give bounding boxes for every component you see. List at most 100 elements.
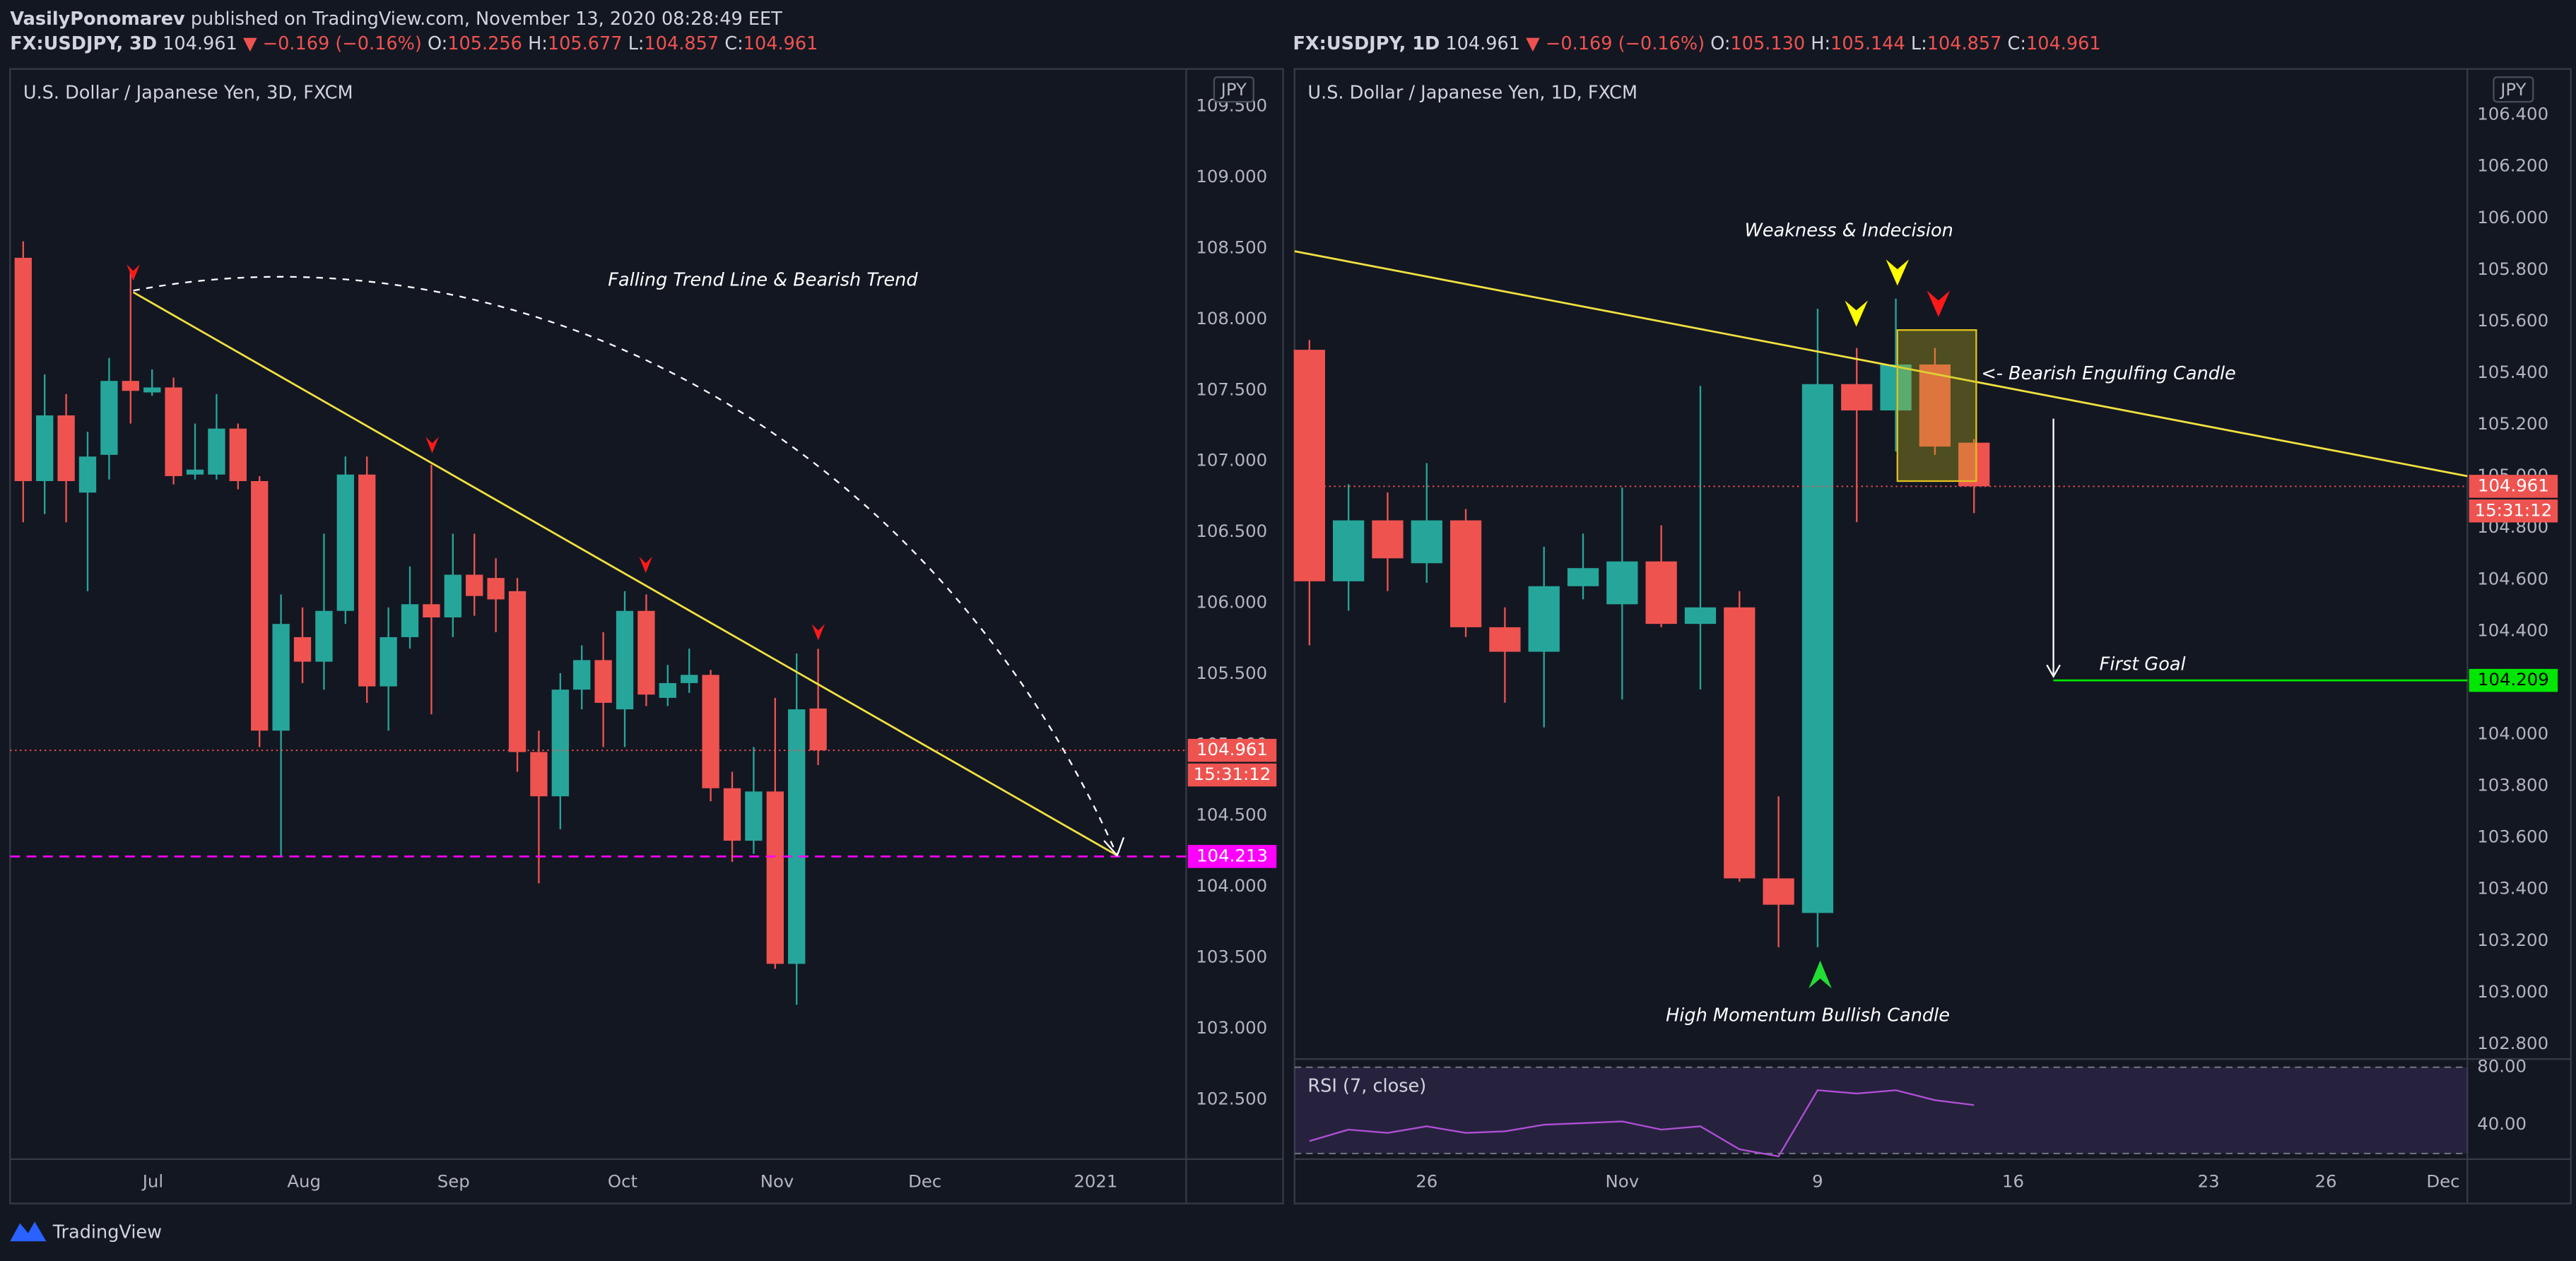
right-panel [1293,68,2572,1204]
engulfing-box [1896,329,1977,483]
currency: JPY [2499,79,2526,100]
candle-body [251,480,269,731]
arrow-head [1103,836,1125,858]
candle-body [723,788,741,841]
rsi-title: RSI (7, close) [1307,1076,1426,1097]
header-text: published on TradingView.com, November 1… [191,8,782,30]
last: 104.961 [163,33,237,54]
price-tag [1187,738,1277,762]
y-tick-label: 104.500 [1196,805,1267,825]
y-tick-label: 106.000 [2477,207,2548,227]
marks: 102.500103.000103.500104.000104.500105.0… [10,95,2548,1191]
y-tick-label: 107.000 [1196,450,1267,470]
annotation: <- Bearish Engulfing Candle [1981,363,2235,384]
candle-body [78,456,97,493]
ohlc-label: H: [1811,33,1830,54]
x-tick-label: Dec [2426,1171,2459,1191]
ohlc-value: 104.961 [2026,33,2101,54]
candle-body [272,624,290,731]
y-tick-label: 105.600 [2477,310,2548,331]
candle-body [100,381,118,455]
marker [1886,259,1910,286]
ohlc-value: 104.857 [1927,33,2002,54]
candle-body [766,791,784,964]
countdown-tag [1187,763,1277,787]
candle-body [423,604,440,617]
rsi-line [1309,1089,1975,1158]
trend-line [132,291,1118,857]
x-tick-label: Nov [760,1171,794,1191]
ohlc-label: C: [2008,33,2026,54]
candle-body [358,474,376,687]
y-tick-label: 106.000 [1196,591,1267,612]
candle-body [293,637,312,662]
change: ▼ −0.169 (−0.16%) [1526,33,1705,54]
y-tick-label: 109.000 [1196,166,1267,187]
candle-body [1489,627,1521,652]
candle-body [336,474,354,611]
candle-body [1763,878,1794,905]
y-tick-label: 103.800 [2477,775,2548,795]
candle-body [186,469,204,475]
ohlc-label: O: [428,33,447,54]
ohlc-label: O: [1710,33,1730,54]
candle-body [143,387,161,393]
candle-body [1372,520,1404,559]
panel-frames [9,68,2572,1204]
candle-body [681,675,698,683]
candle-body [165,387,182,476]
y-tick-label: 103.600 [2477,827,2548,847]
y-tick-label: 108.000 [1196,308,1267,328]
legend: FX:USDJPY, 3D 104.961 ▼ −0.169 (−0.16%) … [10,33,818,54]
x-tick-label: Jul [141,1171,163,1191]
candle-body [1645,561,1677,624]
x-tick-label: Aug [287,1171,321,1191]
symbol: FX:USDJPY, 3D [10,33,157,54]
x-tick-label: Oct [608,1171,637,1191]
y-tick-label: 102.500 [1196,1088,1267,1108]
candle-body [702,675,719,788]
y-tick-label: 80.00 [2477,1056,2527,1077]
candle-body [487,578,505,600]
candle-body [122,381,139,391]
curved-arrow [133,276,1118,856]
countdown: 15:31:12 [2475,499,2553,520]
marker [127,264,140,281]
candle-body [14,257,32,481]
price-tag-label: 104.961 [2478,475,2549,495]
candle-body [508,591,527,752]
y-tick-label: 104.000 [2477,723,2548,744]
candle-body [57,415,75,481]
price-tag [2469,668,2558,692]
y-tick-label: 108.500 [1196,237,1267,257]
y-tick-label: 102.800 [2477,1033,2548,1053]
x-tick-label: 9 [1812,1171,1823,1191]
ohlc-value: 105.130 [1731,33,1806,54]
y-tick-label: 104.400 [2477,620,2548,640]
candle-body [788,709,806,964]
candle-body [208,428,225,475]
price-tag-label: 104.213 [1196,845,1268,865]
marker [811,624,825,641]
chart-title: U.S. Dollar / Japanese Yen, 1D, FXCM [1307,82,1637,103]
candle-body [401,604,419,637]
candle-body [1724,607,1755,879]
y-tick-label: 103.400 [2477,878,2548,899]
currency-box [2493,76,2534,103]
ohlc-value: 105.144 [1830,33,1905,54]
last: 104.961 [1445,33,1520,54]
candle-body [530,752,548,797]
candle-body [659,682,676,698]
x-tick-label: 23 [2198,1171,2220,1191]
y-tick-label: 106.500 [1196,521,1267,541]
ohlc-label: L: [1911,33,1927,54]
x-tick-label: Nov [1606,1171,1640,1191]
candle-body [1333,520,1365,581]
candle-body [616,610,634,710]
candle-body [229,428,247,481]
y-tick-label: 106.400 [2477,104,2548,124]
marker [425,437,439,454]
candle-body [1293,350,1325,581]
price-tag [2469,475,2558,498]
